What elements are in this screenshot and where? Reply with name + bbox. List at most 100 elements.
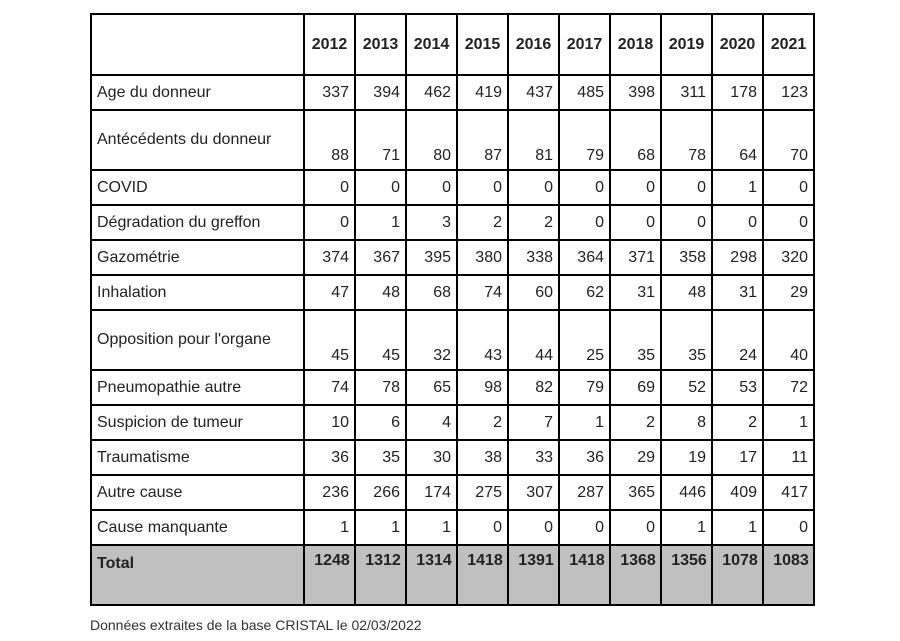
value-cell: 0 <box>762 204 815 241</box>
value-cell: 36 <box>558 439 611 476</box>
value-cell: 11 <box>762 439 815 476</box>
year-header: 2013 <box>354 13 407 76</box>
value-cell: 29 <box>609 439 662 476</box>
value-cell: 236 <box>303 474 356 511</box>
row-label: Antécédents du donneur <box>90 109 305 171</box>
total-row: Total 1248 1312 1314 1418 1391 1418 1368 1356 107… <box>90 544 815 606</box>
value-cell: 62 <box>558 274 611 311</box>
value-cell: 71 <box>354 109 407 171</box>
value-cell: 38 <box>456 439 509 476</box>
value-cell: 25 <box>558 309 611 371</box>
value-cell: 17 <box>711 439 764 476</box>
year-header: 2012 <box>303 13 356 76</box>
year-header: 2018 <box>609 13 662 76</box>
value-cell: 266 <box>354 474 407 511</box>
row-label: Cause manquante <box>90 509 305 546</box>
row-label: Pneumopathie autre <box>90 369 305 406</box>
value-cell: 446 <box>660 474 713 511</box>
value-cell: 7 <box>507 404 560 441</box>
table-body: Age du donneur 337 394 462 419 437 485 398 311 17… <box>90 74 815 606</box>
table-row: Autre cause 236 266 174 275 307 287 365 446 409 41… <box>90 474 815 511</box>
value-cell: 45 <box>354 309 407 371</box>
value-cell: 2 <box>456 204 509 241</box>
value-cell: 0 <box>711 204 764 241</box>
value-cell: 1 <box>762 404 815 441</box>
value-cell: 298 <box>711 239 764 276</box>
row-label: COVID <box>90 169 305 206</box>
value-cell: 48 <box>660 274 713 311</box>
value-cell: 1 <box>303 509 356 546</box>
row-label: Age du donneur <box>90 74 305 111</box>
row-label: Suspicion de tumeur <box>90 404 305 441</box>
value-cell: 40 <box>762 309 815 371</box>
value-cell: 68 <box>405 274 458 311</box>
value-cell: 485 <box>558 74 611 111</box>
value-cell: 47 <box>303 274 356 311</box>
value-cell: 3 <box>405 204 458 241</box>
value-cell: 1391 <box>507 544 560 606</box>
value-cell: 4 <box>405 404 458 441</box>
value-cell: 82 <box>507 369 560 406</box>
year-header: 2016 <box>507 13 560 76</box>
value-cell: 1 <box>405 509 458 546</box>
value-cell: 0 <box>762 169 815 206</box>
value-cell: 1356 <box>660 544 713 606</box>
table-row: Suspicion de tumeur 10 6 4 2 7 1 2 8 2 1 <box>90 404 815 441</box>
value-cell: 0 <box>609 509 662 546</box>
value-cell: 33 <box>507 439 560 476</box>
value-cell: 87 <box>456 109 509 171</box>
year-header: 2019 <box>660 13 713 76</box>
year-header: 2021 <box>762 13 815 76</box>
value-cell: 79 <box>558 109 611 171</box>
value-cell: 0 <box>456 509 509 546</box>
value-cell: 311 <box>660 74 713 111</box>
value-cell: 365 <box>609 474 662 511</box>
value-cell: 0 <box>303 169 356 206</box>
table-row: Inhalation 47 48 68 74 60 62 31 48 31 29 <box>90 274 815 311</box>
value-cell: 1314 <box>405 544 458 606</box>
table-row: Age du donneur 337 394 462 419 437 485 398 311 17… <box>90 74 815 111</box>
table-row: COVID 0 0 0 0 0 0 0 0 1 0 <box>90 169 815 206</box>
value-cell: 60 <box>507 274 560 311</box>
row-label: Traumatisme <box>90 439 305 476</box>
value-cell: 35 <box>660 309 713 371</box>
year-header: 2015 <box>456 13 509 76</box>
value-cell: 1368 <box>609 544 662 606</box>
value-cell: 80 <box>405 109 458 171</box>
value-cell: 0 <box>456 169 509 206</box>
value-cell: 31 <box>609 274 662 311</box>
value-cell: 10 <box>303 404 356 441</box>
value-cell: 74 <box>456 274 509 311</box>
value-cell: 98 <box>456 369 509 406</box>
value-cell: 1 <box>711 169 764 206</box>
value-cell: 2 <box>711 404 764 441</box>
value-cell: 1 <box>354 509 407 546</box>
value-cell: 36 <box>303 439 356 476</box>
year-header: 2020 <box>711 13 764 76</box>
value-cell: 2 <box>456 404 509 441</box>
value-cell: 364 <box>558 239 611 276</box>
value-cell: 0 <box>609 204 662 241</box>
value-cell: 30 <box>405 439 458 476</box>
value-cell: 437 <box>507 74 560 111</box>
row-label: Gazométrie <box>90 239 305 276</box>
value-cell: 398 <box>609 74 662 111</box>
year-header: 2017 <box>558 13 611 76</box>
value-cell: 81 <box>507 109 560 171</box>
value-cell: 64 <box>711 109 764 171</box>
value-cell: 0 <box>762 509 815 546</box>
value-cell: 29 <box>762 274 815 311</box>
value-cell: 78 <box>660 109 713 171</box>
data-table: 2012 2013 2014 2015 2016 2017 2018 2019 … <box>90 13 815 606</box>
value-cell: 31 <box>711 274 764 311</box>
row-label: Autre cause <box>90 474 305 511</box>
value-cell: 32 <box>405 309 458 371</box>
year-header: 2014 <box>405 13 458 76</box>
value-cell: 45 <box>303 309 356 371</box>
value-cell: 1418 <box>558 544 611 606</box>
value-cell: 337 <box>303 74 356 111</box>
table-row: Dégradation du greffon 0 1 3 2 2 0 0 0 0 0 <box>90 204 815 241</box>
value-cell: 44 <box>507 309 560 371</box>
value-cell: 0 <box>303 204 356 241</box>
value-cell: 307 <box>507 474 560 511</box>
